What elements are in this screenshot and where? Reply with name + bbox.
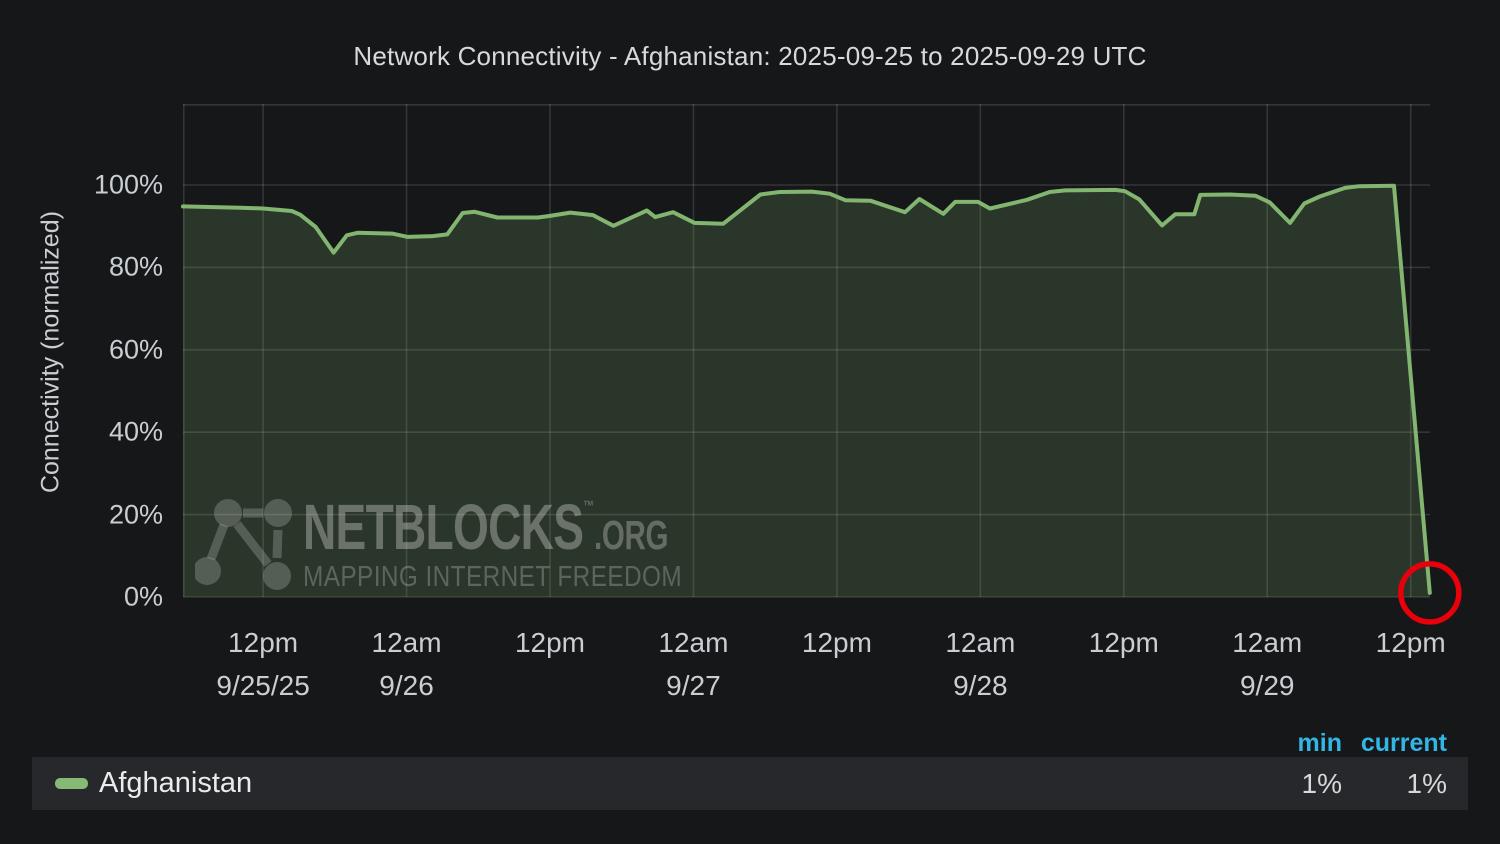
connectivity-line [181, 183, 1432, 595]
annotation-circle [1398, 561, 1462, 625]
x-tick-time: 12pm [228, 627, 299, 658]
x-tick-time: 12am [371, 627, 442, 658]
x-tick-label: 12pm [515, 629, 585, 657]
x-tick-time: 12am [1232, 627, 1303, 658]
legend-column-header-current[interactable]: current [1360, 729, 1447, 757]
legend-series-label: Afghanistan [99, 767, 253, 799]
x-tick-label: 12am 9/27 [658, 629, 728, 700]
y-tick-label: 20% [108, 499, 163, 530]
x-tick-time: 12pm [514, 627, 586, 658]
x-tick-label: 12pm 9/25/25 [216, 629, 309, 700]
x-tick-label: 12pm [1376, 629, 1446, 657]
x-tick-time: 12pm [1088, 627, 1159, 658]
connectivity-chart [181, 104, 1462, 625]
x-tick-label: 12pm [1089, 629, 1159, 657]
x-tick-label: 12am 9/28 [945, 629, 1015, 700]
gridlines [183, 104, 1430, 598]
x-tick-date: 9/26 [379, 670, 434, 701]
x-tick-time: 12pm [801, 627, 872, 658]
legend-item-afghanistan[interactable]: Afghanistan [55, 757, 252, 810]
y-tick-label: 80% [108, 251, 163, 282]
y-tick-label: 0% [123, 581, 163, 612]
y-tick-label: 60% [108, 334, 163, 365]
x-tick-date: 9/25/25 [216, 670, 310, 701]
x-tick-date: 9/29 [1239, 670, 1295, 701]
x-tick-time: 12pm [1375, 627, 1446, 658]
x-tick-time: 12am [658, 627, 729, 658]
x-tick-label: 12pm [802, 629, 872, 657]
legend-color-swatch [55, 778, 88, 789]
x-tick-label: 12am 9/29 [1232, 629, 1302, 700]
legend-row: Afghanistan 1% 1% [32, 757, 1468, 810]
x-tick-date: 9/28 [953, 670, 1008, 701]
chart-title: Network Connectivity - Afghanistan: 2025… [353, 41, 1147, 71]
x-tick-date: 9/27 [666, 670, 721, 701]
y-tick-label: 40% [108, 416, 163, 447]
plot-area: NETBLOCKS™.ORG MAPPING INTERNET FREEDOM [181, 104, 1462, 625]
connectivity-area [183, 185, 1430, 598]
x-tick-time: 12am [945, 627, 1016, 658]
drop-annotation-circle [1398, 561, 1462, 625]
y-tick-label: 100% [93, 169, 163, 200]
legend-current-value: 1% [1406, 767, 1447, 799]
x-tick-label: 12am 9/26 [372, 629, 442, 700]
legend-column-header-min[interactable]: min [1297, 729, 1342, 757]
y-axis-title: Connectivity (normalized) [36, 210, 65, 494]
legend-min-value: 1% [1301, 767, 1342, 799]
